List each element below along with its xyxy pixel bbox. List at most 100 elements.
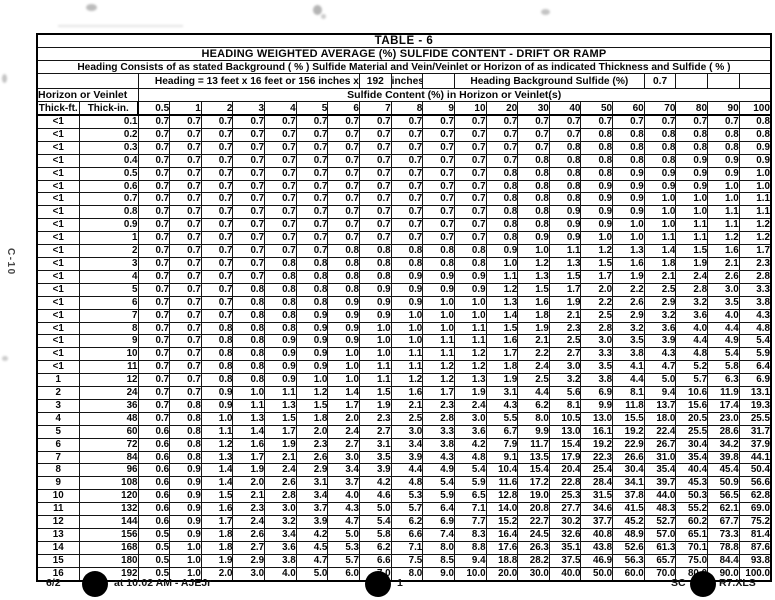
sulfide-value-cell: 0.7 [200,114,234,129]
sulfide-value-cell: 2.1 [517,334,550,349]
sulfide-value-cell: 28.2 [517,553,550,568]
sulfide-value-cell: 3.0 [453,411,487,426]
thick-in-cell: 3 [78,256,139,271]
sulfide-value-cell: 1.1 [453,321,487,336]
sulfide-value-cell: 2.5 [390,411,424,426]
sulfide-value-cell: 3.3 [422,424,455,439]
sulfide-value-cell: 0.7 [264,205,297,220]
sulfide-value-cell: 0.9 [327,334,360,349]
sulfide-value-cell: 1.0 [707,179,740,194]
sulfide-value-cell: 5.0 [358,502,392,517]
table-row: 3 36 0.7 0.8 0.9 1.1 1.3 1.5 1.7 1.9 2.1 2.3 2.4 4.3 6… [36,398,772,413]
sulfide-value-cell: 0.7 [358,127,392,142]
sulfide-value-cell: 0.7 [453,166,487,181]
table-row: 6 72 0.6 0.8 1.2 1.6 1.9 2.3 2.7 3.1 3.4 3.8 4.2 7.9 1… [36,437,772,452]
sulfide-value-cell: 0.7 [232,140,266,155]
sulfide-value-cell: 0.8 [264,256,297,271]
sulfide-value-cell: 5.3 [390,489,424,504]
sulfide-value-cell: 0.8 [169,450,202,465]
sulfide-value-cell: 0.9 [295,360,329,375]
sulfide-value-cell: 0.8 [422,256,455,271]
table-row: <1 8 0.7 0.7 0.8 0.8 0.8 0.9 0.9 1.0 1.0 1.0 1.1 1.5 1… [36,321,772,336]
thick-ft-cell: 9 [36,476,80,491]
sulfide-col-header: 50 [580,101,614,116]
sulfide-value-cell: 0.9 [612,192,645,207]
table-subtitle: HEADING WEIGHTED AVERAGE (%) SULFIDE CON… [36,47,772,61]
table-row: <1 0.9 0.7 0.7 0.7 0.7 0.7 0.7 0.7 0.7 0.7 0.7 0.7 0.… [36,218,772,233]
sulfide-value-cell: 0.7 [327,140,360,155]
table-row: <1 5 0.7 0.7 0.7 0.8 0.8 0.8 0.8 0.9 0.9 0.9 0.9 1.2 1… [36,282,772,297]
table-body: <1 0.1 0.7 0.7 0.7 0.7 0.7 0.7 0.7 0.7 0.7 0.7 0.7 0.… [36,114,772,582]
sulfide-col-header: 2 [200,101,234,116]
sulfide-value-cell: 0.9 [422,269,455,284]
sulfide-value-cell: 0.8 [643,140,677,155]
sulfide-value-cell: 0.7 [580,114,614,129]
sulfide-value-cell: 0.8 [707,140,740,155]
thick-in-cell: 0.7 [78,192,139,207]
sulfide-value-cell: 32.6 [548,528,582,542]
sulfide-value-cell: 0.8 [580,153,614,168]
sulfide-col-header: 100 [738,101,772,116]
sulfide-value-cell: 0.8 [422,244,455,258]
sulfide-value-cell: 8.8 [453,540,487,555]
sulfide-value-cell: 5.5 [485,411,519,426]
table-subtitle-row: HEADING WEIGHTED AVERAGE (%) SULFIDE CON… [36,47,772,61]
sulfide-value-cell: 0.9 [169,476,202,491]
sulfide-value-cell: 0.9 [264,334,297,349]
footer-page-number: 1 [397,577,403,589]
sulfide-value-cell: 0.8 [200,334,234,349]
thick-in-cell: 5 [78,282,139,297]
thick-ft-cell: <1 [36,205,80,220]
sulfide-value-cell: 1.4 [232,424,266,439]
sulfide-value-cell: 0.7 [453,140,487,155]
sulfide-value-cell: 0.7 [295,166,329,181]
sulfide-value-cell: 0.7 [232,179,266,194]
sulfide-value-cell: 0.9 [612,166,645,181]
sulfide-value-cell: 0.7 [169,205,202,220]
sulfide-value-cell: 2.5 [643,282,677,297]
sulfide-col-header: 8 [390,101,424,116]
sulfide-value-cell: 0.8 [169,437,202,452]
sulfide-value-cell: 1.1 [422,334,455,349]
thick-ft-cell: <1 [36,114,80,129]
sulfide-value-cell: 8.0 [390,566,424,582]
sulfide-value-cell: 15.4 [517,463,550,478]
sulfide-value-cell: 2.0 [295,424,329,439]
sulfide-value-cell: 5.4 [358,515,392,529]
sulfide-value-cell: 0.7 [327,166,360,181]
sulfide-value-cell: 50.0 [580,566,614,582]
sulfide-value-cell: 1.1 [738,192,772,207]
sulfide-value-cell: 10.5 [548,411,582,426]
sulfide-value-cell: 8.1 [548,398,582,413]
sulfide-value-cell: 2.3 [358,411,392,426]
sulfide-value-cell: 2.5 [517,373,550,388]
scan-smudge [313,5,322,15]
sulfide-value-cell: 0.7 [169,295,202,310]
sulfide-value-cell: 35.1 [548,540,582,555]
sulfide-value-cell: 1.7 [232,450,266,465]
sulfide-value-cell: 22.3 [580,450,614,465]
sulfide-value-cell: 13.0 [580,411,614,426]
sulfide-value-cell: 6.4 [738,360,772,375]
sulfide-value-cell: 2.8 [675,282,709,297]
sulfide-value-cell: 2.8 [264,489,297,504]
thick-ft-cell: <1 [36,244,80,258]
sulfide-value-cell: 5.9 [453,476,487,491]
sulfide-value-cell: 2.4 [327,424,360,439]
sulfide-value-cell: 55.2 [675,502,709,517]
sulfide-value-cell: 0.9 [358,282,392,297]
sulfide-value-cell: 0.6 [137,489,171,504]
sulfide-value-cell: 0.9 [169,489,202,504]
sulfide-value-cell: 0.7 [390,231,424,246]
sulfide-value-cell: 1.1 [643,231,677,246]
sulfide-value-cell: 9.9 [517,424,550,439]
sulfide-value-cell: 22.8 [548,476,582,491]
sulfide-value-cell: 2.8 [580,321,614,336]
sulfide-value-cell: 11.6 [485,476,519,491]
sulfide-value-cell: 5.8 [707,360,740,375]
sulfide-value-cell: 0.7 [232,205,266,220]
sulfide-value-cell: 1.0 [580,231,614,246]
thick-ft-cell: 6 [36,437,80,452]
sulfide-value-cell: 0.8 [169,411,202,426]
sulfide-value-cell: 1.0 [169,540,202,555]
